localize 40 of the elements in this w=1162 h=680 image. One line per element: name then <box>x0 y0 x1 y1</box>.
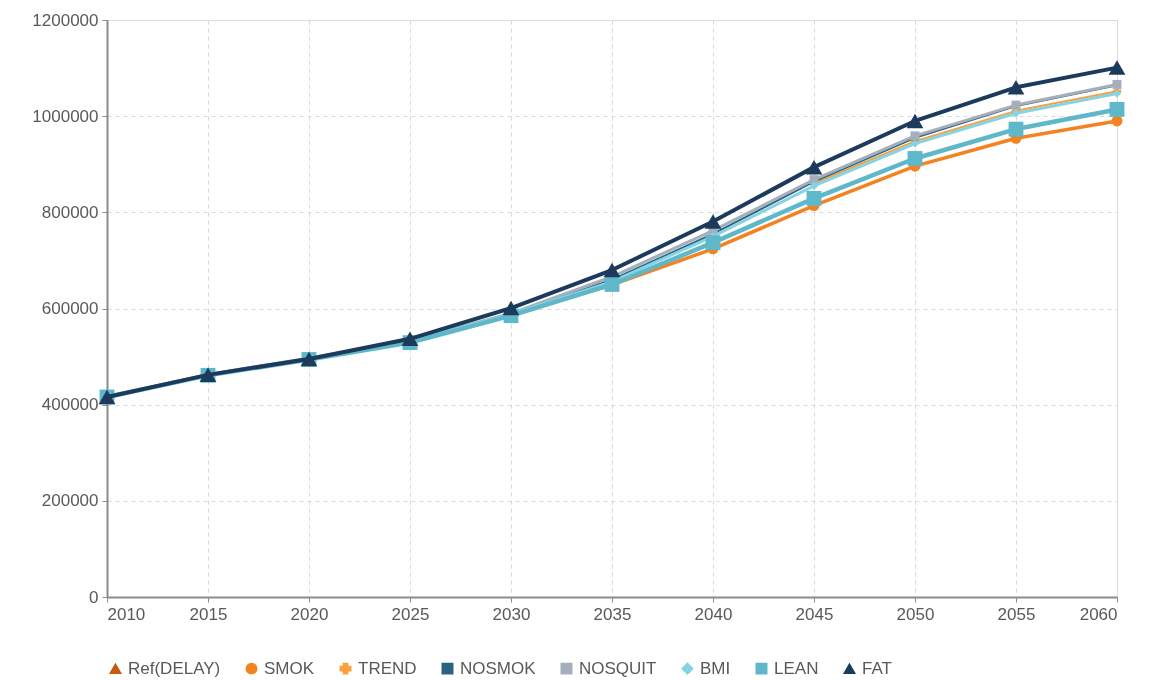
x-tick-label: 2010 <box>107 604 146 624</box>
point <box>805 159 823 175</box>
legend-label: BMI <box>700 658 731 678</box>
x-tick-label: 2035 <box>593 604 632 624</box>
point <box>910 131 920 141</box>
legend-label: Ref(DELAY) <box>128 658 221 678</box>
x-tick-label: 2020 <box>290 604 329 624</box>
point <box>502 300 520 316</box>
point <box>704 214 722 229</box>
point <box>1007 80 1025 95</box>
y-tick-label: 600000 <box>41 299 99 318</box>
point <box>1008 121 1024 137</box>
x-tick-label: 2055 <box>997 604 1036 624</box>
y-tick-label: 1200000 <box>32 10 99 30</box>
point <box>1109 102 1125 117</box>
x-tick-label: 2030 <box>492 604 531 624</box>
point <box>401 331 419 347</box>
legend-label: LEAN <box>774 658 819 678</box>
x-tick-label: 2060 <box>1079 604 1118 624</box>
x-tick-label: 2015 <box>189 604 228 624</box>
legend-label: FAT <box>862 658 892 678</box>
point <box>705 235 721 251</box>
x-tick-label: 2025 <box>391 604 430 624</box>
point <box>1108 60 1126 75</box>
y-tick-label: 1000000 <box>32 106 99 126</box>
legend-label: SMOK <box>264 658 315 678</box>
x-tick-label: 2050 <box>896 604 935 624</box>
point <box>906 113 924 129</box>
x-tick-label: 2040 <box>694 604 733 624</box>
point <box>907 151 923 166</box>
y-tick-label: 0 <box>89 587 99 607</box>
legend-label: NOSMOK <box>460 658 537 678</box>
y-tick-label: 800000 <box>41 202 99 222</box>
y-tick-label: 400000 <box>41 395 99 415</box>
legend-label: TREND <box>358 658 417 678</box>
point <box>806 190 822 206</box>
x-tick-label: 2045 <box>795 604 834 624</box>
legend-label: NOSQUIT <box>579 658 657 678</box>
point <box>603 262 621 278</box>
y-tick-label: 200000 <box>41 491 99 511</box>
